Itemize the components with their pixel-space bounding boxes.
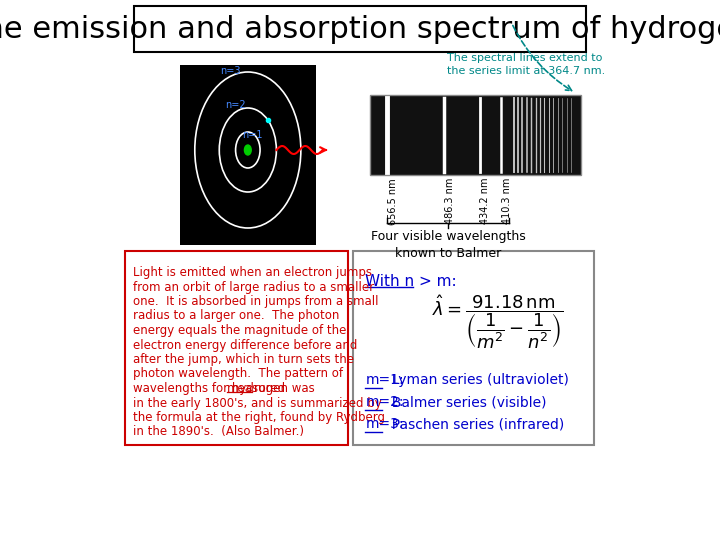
FancyBboxPatch shape bbox=[354, 251, 594, 445]
Text: measured: measured bbox=[227, 382, 286, 395]
FancyBboxPatch shape bbox=[125, 251, 348, 445]
Text: 410.3 nm: 410.3 nm bbox=[502, 178, 511, 225]
FancyBboxPatch shape bbox=[135, 6, 585, 52]
Text: Four visible wavelengths
known to Balmer: Four visible wavelengths known to Balmer bbox=[371, 230, 526, 260]
Text: The emission and absorption spectrum of hydrogen: The emission and absorption spectrum of … bbox=[0, 15, 720, 44]
Text: in the early 1800's, and is summarized by: in the early 1800's, and is summarized b… bbox=[133, 396, 382, 409]
Text: radius to a larger one.  The photon: radius to a larger one. The photon bbox=[133, 309, 339, 322]
Text: n=1: n=1 bbox=[242, 130, 262, 140]
Text: n=2: n=2 bbox=[225, 100, 246, 110]
Text: Light is emitted when an electron jumps: Light is emitted when an electron jumps bbox=[133, 266, 372, 279]
Text: energy equals the magnitude of the: energy equals the magnitude of the bbox=[133, 324, 346, 337]
FancyBboxPatch shape bbox=[370, 95, 581, 175]
FancyBboxPatch shape bbox=[180, 65, 316, 245]
Text: from an orbit of large radius to a smaller: from an orbit of large radius to a small… bbox=[133, 280, 374, 294]
Text: photon wavelength.  The pattern of: photon wavelength. The pattern of bbox=[133, 368, 343, 381]
Text: wavelengths for hydrogen was: wavelengths for hydrogen was bbox=[133, 382, 318, 395]
Text: 486.3 nm: 486.3 nm bbox=[445, 178, 454, 225]
Text: the formula at the right, found by Rydberg: the formula at the right, found by Rydbe… bbox=[133, 411, 385, 424]
Text: m=3:: m=3: bbox=[366, 417, 404, 431]
Text: Paschen series (infrared): Paschen series (infrared) bbox=[383, 417, 564, 431]
Text: $\hat{\lambda} = \dfrac{91.18\,\mathrm{nm}}{\left(\dfrac{1}{m^2} - \dfrac{1}{n^2: $\hat{\lambda} = \dfrac{91.18\,\mathrm{n… bbox=[432, 293, 563, 351]
Text: 656.5 nm: 656.5 nm bbox=[388, 178, 397, 225]
Text: The spectral lines extend to
the series limit at 364.7 nm.: The spectral lines extend to the series … bbox=[447, 53, 606, 76]
Text: in the 1890's.  (Also Balmer.): in the 1890's. (Also Balmer.) bbox=[133, 426, 304, 438]
Text: Lyman series (ultraviolet): Lyman series (ultraviolet) bbox=[383, 373, 569, 387]
Text: after the jump, which in turn sets the: after the jump, which in turn sets the bbox=[133, 353, 354, 366]
Text: n=3: n=3 bbox=[220, 66, 241, 76]
Text: 434.2 nm: 434.2 nm bbox=[480, 178, 490, 225]
Text: With n > m:: With n > m: bbox=[366, 274, 457, 289]
Text: m=2:: m=2: bbox=[366, 395, 404, 409]
Text: Balmer series (visible): Balmer series (visible) bbox=[383, 395, 546, 409]
Circle shape bbox=[244, 145, 251, 155]
Text: electron energy difference before and: electron energy difference before and bbox=[133, 339, 357, 352]
Text: one.  It is absorbed in jumps from a small: one. It is absorbed in jumps from a smal… bbox=[133, 295, 379, 308]
Text: m=1:: m=1: bbox=[366, 373, 404, 387]
